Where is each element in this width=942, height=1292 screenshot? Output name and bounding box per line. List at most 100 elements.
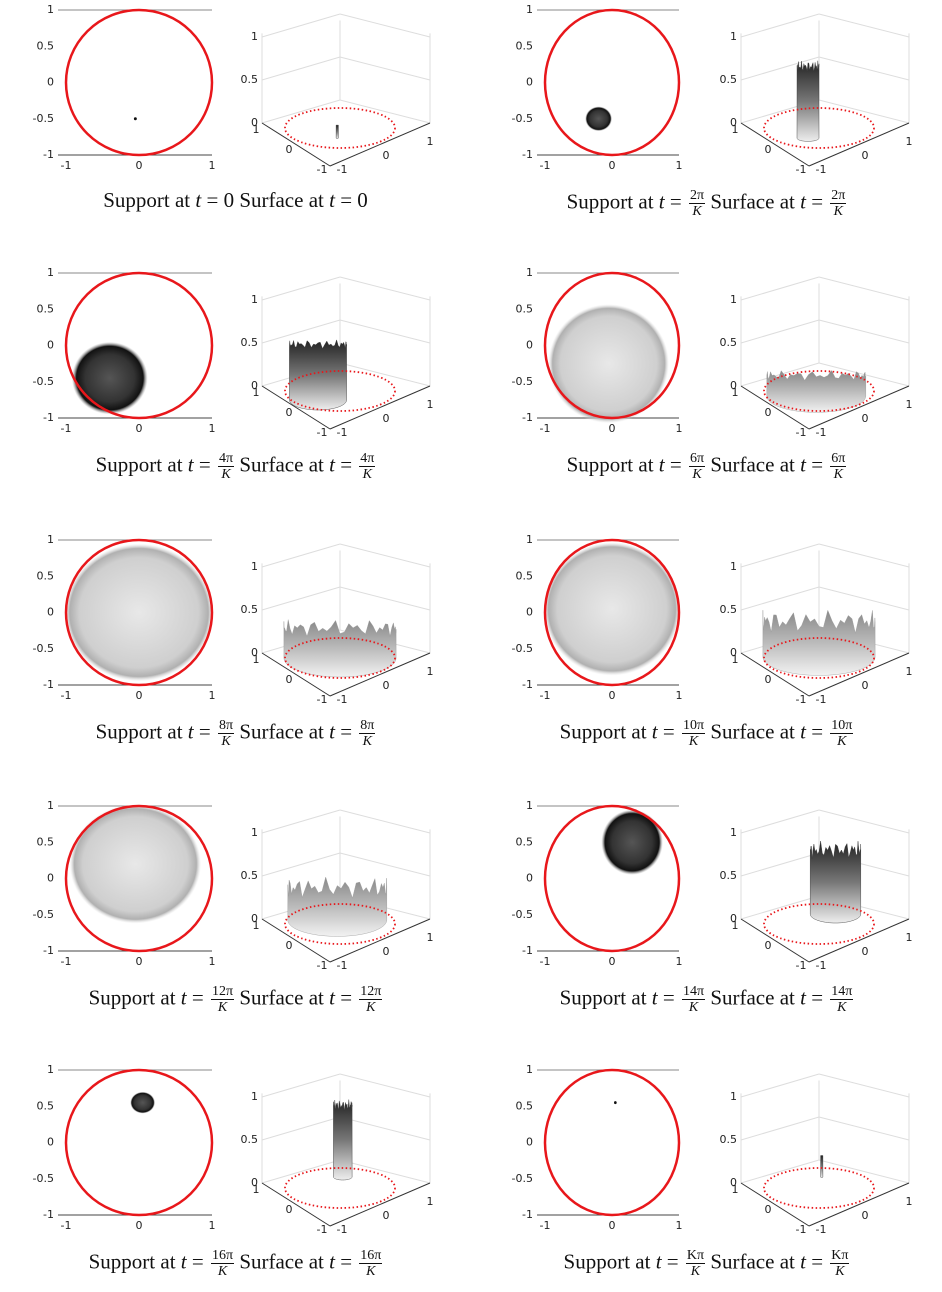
- base-tick-label: 0: [286, 1203, 293, 1216]
- equals-sign: =: [662, 719, 675, 744]
- boundary-circle: [64, 538, 214, 687]
- boundary-circle: [543, 538, 681, 687]
- equals-sign: =: [811, 1249, 824, 1274]
- fraction-numerator: 2π: [830, 188, 847, 204]
- box-line: [740, 276, 820, 301]
- z-tick-label: 1: [730, 560, 737, 573]
- box-line: [261, 852, 341, 877]
- z-tick-label: 0: [730, 1176, 737, 1189]
- caption: Support at t = 8π K Surface at t = 8π K: [0, 718, 471, 749]
- caption-label: Support at: [559, 719, 647, 744]
- base-axis: [261, 122, 331, 167]
- y-tick-label: 0.5: [37, 39, 55, 52]
- y-tick-label: 1: [47, 266, 54, 279]
- x-tick-label: -1: [61, 955, 72, 968]
- x-tick-label: -1: [61, 1219, 72, 1232]
- box-line: [339, 362, 431, 387]
- caption-label: Surface at: [239, 1249, 324, 1274]
- box-line: [261, 1073, 341, 1098]
- support-blob: [614, 1101, 617, 1105]
- time-value: 0: [357, 188, 368, 212]
- support-blob: [543, 542, 681, 676]
- time-variable: t: [800, 985, 806, 1010]
- equals-sign: =: [340, 719, 353, 744]
- z-tick-label: 0.5: [241, 336, 259, 349]
- base-tick-label: 0: [286, 939, 293, 952]
- x-tick-label: -1: [61, 422, 72, 435]
- box-line: [339, 13, 431, 38]
- time-variable: t: [329, 452, 335, 477]
- y-tick-label: 1: [47, 1063, 54, 1076]
- caption: Support at t = 12π K Surface at t = 12π K: [0, 984, 471, 1015]
- box-line: [261, 586, 341, 611]
- support-blob: [69, 804, 202, 924]
- box-line: [740, 543, 820, 568]
- box-line: [339, 1073, 431, 1098]
- base-tick-label: 1: [906, 665, 913, 678]
- box-line: [740, 56, 820, 81]
- equals-sign: =: [340, 188, 353, 212]
- box-line: [339, 276, 431, 301]
- caption-label: Surface at: [239, 188, 324, 212]
- equals-sign: =: [340, 452, 353, 477]
- time-fraction: 8π K: [217, 718, 235, 749]
- x-tick-label: -1: [540, 1219, 551, 1232]
- base-tick-label: 0: [286, 406, 293, 419]
- surface: [287, 876, 387, 937]
- box-line: [818, 1159, 910, 1184]
- time-variable: t: [651, 719, 658, 744]
- base-axis: [329, 1182, 431, 1227]
- box-line: [818, 276, 910, 301]
- x-tick-label: 0: [609, 689, 616, 702]
- x-tick-label: 0: [609, 1219, 616, 1232]
- caption-label: Surface at: [710, 452, 795, 477]
- x-tick-label: 1: [676, 955, 683, 968]
- x-tick-label: 0: [609, 955, 616, 968]
- z-tick-label: 1: [730, 826, 737, 839]
- support-blob: [71, 341, 148, 415]
- equals-sign: =: [666, 1249, 679, 1274]
- box-line: [740, 586, 820, 611]
- caption-label: Support at: [103, 188, 191, 212]
- x-tick-label: 1: [209, 159, 216, 172]
- equals-sign: =: [340, 1249, 353, 1274]
- fraction-numerator: Kπ: [830, 1248, 850, 1264]
- fraction-denominator: K: [362, 734, 372, 749]
- boundary-circle: [543, 8, 681, 157]
- box-line: [740, 1116, 820, 1141]
- z-tick-label: 0.5: [241, 1133, 259, 1146]
- box-line: [261, 13, 341, 38]
- z-tick-label: 0.5: [720, 336, 738, 349]
- equals-sign: =: [669, 189, 682, 214]
- base-tick-label: 1: [427, 398, 434, 411]
- time-value: 0: [223, 188, 235, 212]
- base-axis: [740, 1182, 810, 1227]
- box-line: [339, 319, 431, 344]
- boundary-circle: [64, 271, 214, 420]
- boundary-circle: [543, 271, 681, 420]
- caption-label: Support at: [563, 1249, 651, 1274]
- surface: [796, 60, 820, 142]
- support-blob: [130, 1091, 156, 1114]
- y-tick-label: 0: [47, 872, 54, 885]
- box-line: [740, 1159, 820, 1184]
- fraction-numerator: 8π: [359, 718, 376, 734]
- y-tick-label: 1: [526, 533, 533, 546]
- caption-label: Surface at: [239, 452, 324, 477]
- base-tick-label: -1: [816, 1223, 827, 1236]
- fraction-denominator: K: [692, 467, 702, 482]
- y-tick-label: 0: [47, 1136, 54, 1149]
- z-tick-label: 0: [251, 379, 258, 392]
- fraction-denominator: K: [366, 1000, 376, 1015]
- y-tick-label: -1: [522, 944, 533, 957]
- base-tick-label: -1: [796, 163, 807, 176]
- base-tick-label: 1: [906, 135, 913, 148]
- box-line: [261, 319, 341, 344]
- caption-label: Support at: [566, 189, 654, 214]
- panel: 1 0.5 0 -0.5 -1 -1 0 1 0 0.5 1 1 0 -1 -1 0 1 Support at t…: [0, 530, 471, 792]
- y-tick-label: -0.5: [33, 908, 54, 921]
- box-line: [261, 543, 341, 568]
- x-tick-label: 1: [209, 1219, 216, 1232]
